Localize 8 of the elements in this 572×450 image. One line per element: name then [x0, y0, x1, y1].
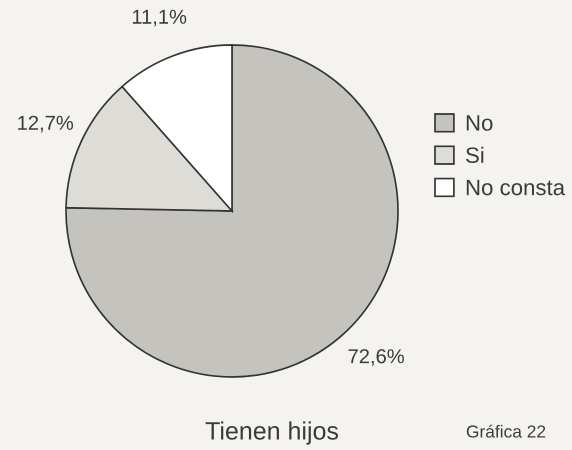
legend-label: No: [466, 115, 492, 131]
text: Gráfica 22: [466, 424, 546, 438]
data-label: 11,1%: [132, 10, 186, 26]
data-label: 12,7%: [18, 116, 74, 132]
legend-label: Si: [466, 146, 484, 164]
legend-label: No consta: [466, 180, 566, 196]
text: Tienen hijos: [206, 421, 338, 445]
data-label: 72,6%: [348, 349, 404, 366]
